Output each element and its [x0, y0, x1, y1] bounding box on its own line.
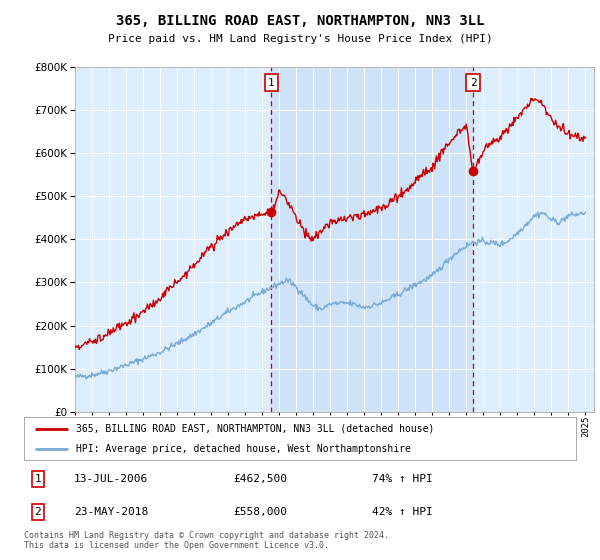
Text: Price paid vs. HM Land Registry's House Price Index (HPI): Price paid vs. HM Land Registry's House … [107, 34, 493, 44]
Text: 2: 2 [34, 507, 41, 517]
Text: 23-MAY-2018: 23-MAY-2018 [74, 507, 148, 517]
Text: 1: 1 [268, 78, 275, 88]
Text: 365, BILLING ROAD EAST, NORTHAMPTON, NN3 3LL (detached house): 365, BILLING ROAD EAST, NORTHAMPTON, NN3… [76, 424, 435, 434]
Text: £462,500: £462,500 [234, 474, 288, 484]
Text: 1: 1 [34, 474, 41, 484]
Text: HPI: Average price, detached house, West Northamptonshire: HPI: Average price, detached house, West… [76, 444, 412, 454]
Text: 13-JUL-2006: 13-JUL-2006 [74, 474, 148, 484]
Text: 365, BILLING ROAD EAST, NORTHAMPTON, NN3 3LL: 365, BILLING ROAD EAST, NORTHAMPTON, NN3… [116, 14, 484, 28]
Text: 2: 2 [470, 78, 476, 88]
Text: 74% ↑ HPI: 74% ↑ HPI [372, 474, 433, 484]
Text: £558,000: £558,000 [234, 507, 288, 517]
Text: 42% ↑ HPI: 42% ↑ HPI [372, 507, 433, 517]
Text: Contains HM Land Registry data © Crown copyright and database right 2024.
This d: Contains HM Land Registry data © Crown c… [24, 531, 389, 550]
Bar [271, 67, 473, 412]
